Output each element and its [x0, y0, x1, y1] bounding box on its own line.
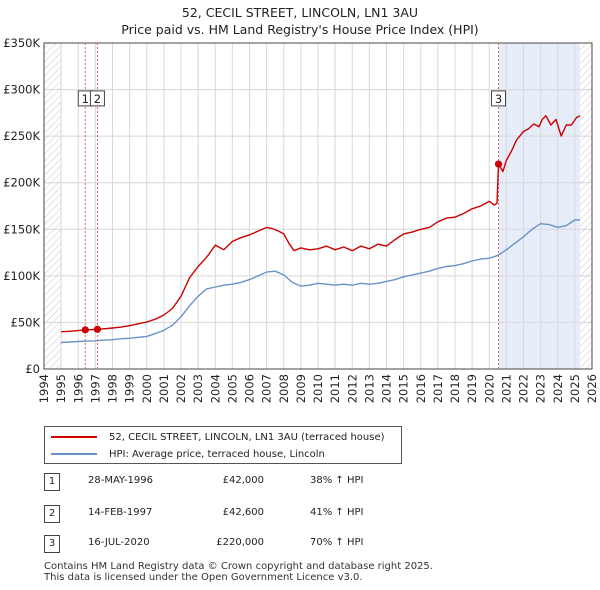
- x-tick-label: 2010: [311, 374, 325, 403]
- transaction-hpi: 41% ↑ HPI: [310, 507, 364, 518]
- x-tick-label: 2000: [140, 374, 154, 403]
- hatch-left: [44, 43, 62, 369]
- y-tick-label: £150K: [3, 222, 40, 236]
- series-line-hpi: [61, 219, 580, 344]
- hatch-right: [580, 43, 592, 369]
- x-tick-label: 2004: [208, 374, 222, 403]
- footer-line-1: Contains HM Land Registry data © Crown c…: [44, 561, 433, 572]
- x-tick-label: 2017: [431, 374, 445, 403]
- sale-label: 1: [82, 92, 89, 106]
- legend-item-hpi: HPI: Average price, terraced house, Linc…: [45, 446, 325, 462]
- x-tick-label: 2026: [585, 374, 599, 403]
- y-tick-label: £0: [25, 362, 40, 376]
- transaction-date: 28-MAY-1996: [88, 475, 154, 486]
- x-tick-label: 2009: [294, 374, 308, 403]
- x-tick-label: 2020: [482, 374, 496, 403]
- x-tick-label: 2006: [243, 374, 257, 403]
- legend-swatch-hpi: [51, 453, 97, 455]
- title-line-2: Price paid vs. HM Land Registry's House …: [121, 22, 479, 37]
- y-tick-label: £200K: [3, 176, 40, 190]
- x-tick-label: 2005: [225, 374, 239, 403]
- x-tick-label: 2022: [517, 374, 531, 403]
- transaction-number: 2: [44, 505, 60, 523]
- x-tick-label: 2019: [465, 374, 479, 403]
- x-tick-label: 2015: [397, 374, 411, 403]
- transaction-hpi: 38% ↑ HPI: [310, 475, 364, 486]
- chart-title: 52, CECIL STREET, LINCOLN, LN1 3AU Price…: [0, 4, 600, 38]
- y-tick-label: £350K: [3, 36, 40, 50]
- x-tick-label: 1994: [37, 374, 51, 403]
- transaction-price: £42,000: [222, 475, 264, 486]
- sale-point: [93, 325, 102, 333]
- transaction-price: £42,600: [222, 507, 264, 518]
- x-tick-label: 2012: [345, 374, 359, 403]
- x-tick-label: 1995: [54, 374, 68, 403]
- x-tick-label: 2024: [551, 374, 565, 403]
- legend-label-hpi: HPI: Average price, terraced house, Linc…: [109, 448, 325, 460]
- x-tick-label: 1997: [88, 374, 102, 403]
- footer: Contains HM Land Registry data © Crown c…: [44, 561, 433, 583]
- x-tick-label: 1999: [123, 374, 137, 403]
- legend-swatch-property: [51, 436, 97, 438]
- shaded-region: [498, 43, 581, 369]
- x-tick-label: 2025: [568, 374, 582, 403]
- transaction-date: 14-FEB-1997: [88, 507, 153, 518]
- x-tick-label: 2013: [362, 374, 376, 403]
- x-tick-label: 1996: [71, 374, 85, 403]
- legend: 52, CECIL STREET, LINCOLN, LN1 3AU (terr…: [44, 426, 402, 464]
- x-tick-label: 2018: [448, 374, 462, 403]
- legend-item-property: 52, CECIL STREET, LINCOLN, LN1 3AU (terr…: [45, 429, 385, 445]
- y-tick-label: £50K: [11, 315, 41, 329]
- x-tick-label: 2001: [157, 374, 171, 403]
- sale-label: 3: [495, 92, 502, 106]
- sale-label: 2: [94, 92, 101, 106]
- x-tick-label: 2011: [328, 374, 342, 403]
- transaction-number: 3: [44, 535, 60, 553]
- transaction-date: 16-JUL-2020: [88, 537, 150, 548]
- table-row: 3 16-JUL-2020 £220,000 70% ↑ HPI: [44, 535, 464, 553]
- transaction-number: 1: [44, 473, 60, 491]
- y-tick-label: £300K: [3, 83, 40, 97]
- sale-point: [494, 160, 503, 168]
- x-tick-label: 2008: [277, 374, 291, 403]
- y-tick-label: £250K: [3, 129, 40, 143]
- plot-frame: [43, 42, 593, 370]
- x-tick-label: 2007: [260, 374, 274, 403]
- title-line-1: 52, CECIL STREET, LINCOLN, LN1 3AU: [181, 5, 419, 20]
- series-line-property: [61, 114, 581, 333]
- x-tick-label: 2014: [380, 374, 394, 403]
- transaction-hpi: 70% ↑ HPI: [310, 537, 364, 548]
- transaction-price: £220,000: [216, 537, 264, 548]
- y-tick-label: £100K: [3, 269, 40, 283]
- x-tick-label: 2021: [499, 374, 513, 403]
- table-row: 1 28-MAY-1996 £42,000 38% ↑ HPI: [44, 473, 464, 491]
- sale-label-box: [89, 90, 105, 107]
- x-tick-label: 2023: [534, 374, 548, 403]
- sale-label-box: [490, 90, 506, 107]
- x-tick-label: 2016: [414, 374, 428, 403]
- x-tick-label: 2003: [191, 374, 205, 403]
- table-row: 2 14-FEB-1997 £42,600 41% ↑ HPI: [44, 505, 464, 523]
- footer-line-2: This data is licensed under the Open Gov…: [44, 572, 363, 583]
- sale-point: [81, 326, 89, 334]
- x-tick-label: 2002: [174, 374, 188, 403]
- price-chart: 1 2 3 £0 £50K £100K £150K £200K £250K £300K £350K 1…: [3, 36, 599, 403]
- legend-label-property: 52, CECIL STREET, LINCOLN, LN1 3AU (terr…: [109, 431, 385, 443]
- x-tick-label: 1998: [106, 374, 120, 403]
